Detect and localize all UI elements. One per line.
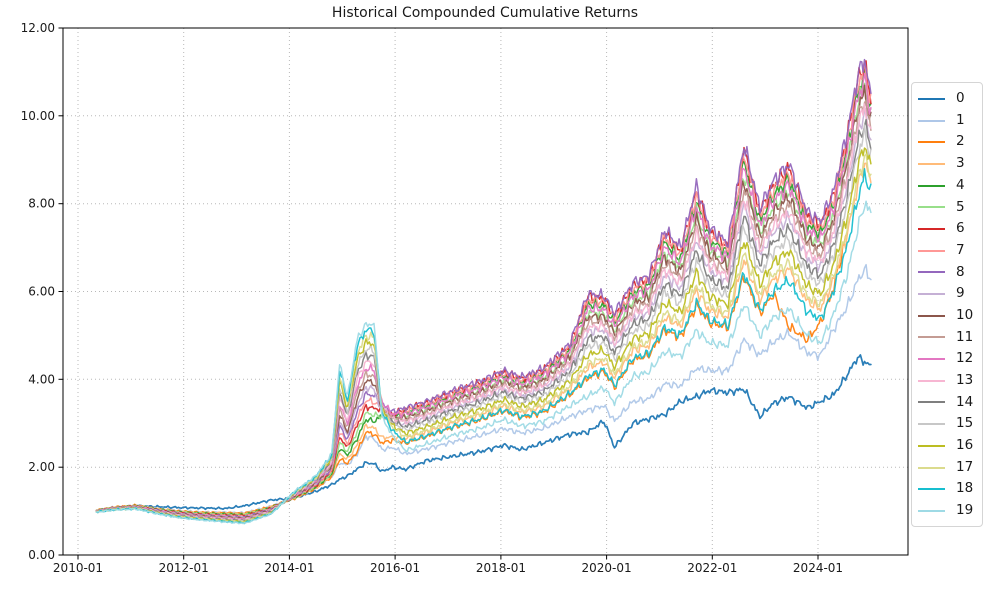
x-tick-label: 2024-01 bbox=[793, 561, 843, 575]
legend-line-swatch bbox=[918, 249, 945, 252]
legend-entry-18: 18 bbox=[912, 478, 982, 500]
legend-entry-15: 15 bbox=[912, 413, 982, 435]
x-tick-label: 2020-01 bbox=[582, 561, 632, 575]
legend-line-swatch bbox=[918, 293, 945, 296]
y-tick-label: 12.00 bbox=[21, 21, 55, 35]
legend-label: 16 bbox=[956, 437, 974, 454]
y-tick-label: 6.00 bbox=[28, 285, 55, 299]
legend-line-swatch bbox=[918, 141, 945, 144]
legend-line-swatch bbox=[918, 206, 945, 209]
legend-label: 2 bbox=[956, 133, 965, 150]
legend-label: 13 bbox=[956, 372, 974, 389]
legend-label: 17 bbox=[956, 458, 974, 475]
legend-entry-16: 16 bbox=[912, 435, 982, 457]
legend-line-swatch bbox=[918, 488, 945, 491]
y-tick-label: 8.00 bbox=[28, 197, 55, 211]
legend-line-swatch bbox=[918, 509, 945, 512]
legend-entry-3: 3 bbox=[912, 153, 982, 175]
legend-line-swatch bbox=[918, 401, 945, 404]
legend-label: 11 bbox=[956, 328, 974, 345]
y-tick-label: 0.00 bbox=[28, 548, 55, 562]
series-layer bbox=[95, 58, 872, 525]
y-tick-label: 10.00 bbox=[21, 109, 55, 123]
legend-label: 6 bbox=[956, 220, 965, 237]
x-tick-label: 2018-01 bbox=[476, 561, 526, 575]
legend-label: 15 bbox=[956, 415, 974, 432]
legend-entry-10: 10 bbox=[912, 305, 982, 327]
legend-entry-6: 6 bbox=[912, 218, 982, 240]
legend-line-swatch bbox=[918, 184, 945, 187]
series-line-2 bbox=[95, 232, 848, 515]
legend-entry-19: 19 bbox=[912, 500, 982, 522]
legend-entry-0: 0 bbox=[912, 88, 982, 110]
y-tick-label: 4.00 bbox=[28, 372, 55, 386]
legend-entry-9: 9 bbox=[912, 283, 982, 305]
legend-line-swatch bbox=[918, 271, 945, 274]
legend-line-swatch bbox=[918, 444, 945, 447]
legend: 0 1 2 3 4 5 6 7 8 9 10 11 12 13 14 15 16 17 18 19 bbox=[911, 82, 983, 527]
legend-entry-5: 5 bbox=[912, 196, 982, 218]
legend-line-swatch bbox=[918, 379, 945, 382]
legend-entry-17: 17 bbox=[912, 457, 982, 479]
legend-entry-2: 2 bbox=[912, 131, 982, 153]
legend-entry-12: 12 bbox=[912, 348, 982, 370]
legend-label: 5 bbox=[956, 198, 965, 215]
series-line-17 bbox=[95, 153, 872, 524]
legend-line-swatch bbox=[918, 119, 945, 122]
legend-label: 10 bbox=[956, 306, 974, 323]
legend-line-swatch bbox=[918, 227, 945, 230]
legend-label: 4 bbox=[956, 176, 965, 193]
legend-entry-8: 8 bbox=[912, 262, 982, 284]
legend-entry-13: 13 bbox=[912, 370, 982, 392]
legend-entry-11: 11 bbox=[912, 327, 982, 349]
legend-line-swatch bbox=[918, 466, 945, 469]
legend-label: 3 bbox=[956, 155, 965, 172]
legend-entry-1: 1 bbox=[912, 110, 982, 132]
plot-border bbox=[62, 27, 909, 556]
x-tick-label: 2014-01 bbox=[264, 561, 314, 575]
legend-entry-7: 7 bbox=[912, 240, 982, 262]
series-line-0 bbox=[95, 354, 872, 512]
legend-line-swatch bbox=[918, 423, 945, 426]
y-tick-label: 2.00 bbox=[28, 460, 55, 474]
series-line-8 bbox=[95, 58, 872, 518]
series-line-19 bbox=[95, 200, 872, 525]
x-tick-label: 2010-01 bbox=[53, 561, 103, 575]
legend-label: 12 bbox=[956, 350, 974, 367]
legend-label: 8 bbox=[956, 263, 965, 280]
legend-line-swatch bbox=[918, 336, 945, 339]
legend-entry-4: 4 bbox=[912, 175, 982, 197]
x-tick-label: 2016-01 bbox=[370, 561, 420, 575]
legend-line-swatch bbox=[918, 358, 945, 361]
series-line-11 bbox=[95, 99, 872, 521]
legend-label: 18 bbox=[956, 480, 974, 497]
legend-label: 14 bbox=[956, 393, 974, 410]
legend-label: 7 bbox=[956, 241, 965, 258]
x-tick-label: 2022-01 bbox=[687, 561, 737, 575]
legend-line-swatch bbox=[918, 314, 945, 317]
legend-label: 19 bbox=[956, 502, 974, 519]
x-tick-label: 2012-01 bbox=[159, 561, 209, 575]
legend-label: 1 bbox=[956, 111, 965, 128]
axes-layer: 2010-01 2012-01 2014-01 2016-01 2018-01 2020-… bbox=[21, 21, 909, 575]
legend-line-swatch bbox=[918, 162, 945, 165]
legend-label: 0 bbox=[956, 90, 965, 107]
legend-label: 9 bbox=[956, 285, 965, 302]
legend-entry-14: 14 bbox=[912, 392, 982, 414]
chart-title: Historical Compounded Cumulative Returns bbox=[332, 5, 638, 21]
legend-line-swatch bbox=[918, 97, 945, 100]
